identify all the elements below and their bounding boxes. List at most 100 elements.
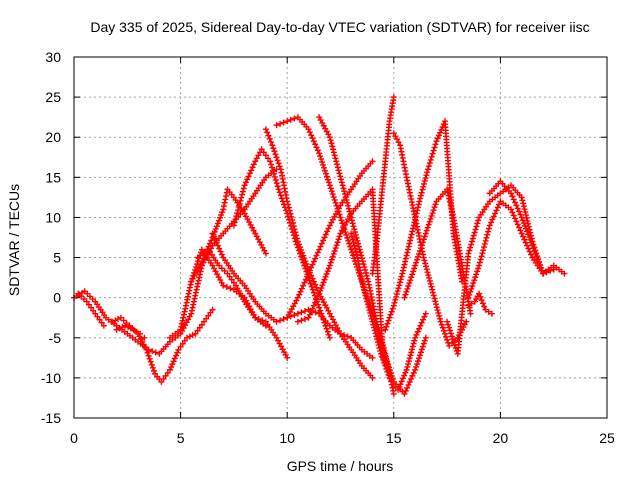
data-point <box>447 327 454 334</box>
data-point <box>318 156 325 163</box>
data-point <box>402 291 409 298</box>
data-point <box>210 233 217 240</box>
data-point <box>338 176 345 183</box>
data-point <box>269 167 276 174</box>
data-point <box>468 285 475 292</box>
data-point <box>444 318 451 325</box>
data-point <box>438 321 445 328</box>
data-point <box>265 155 272 162</box>
y-tick-label: 5 <box>53 250 61 266</box>
data-point <box>370 321 377 328</box>
data-point <box>400 267 407 274</box>
data-point <box>368 315 375 322</box>
data-point <box>536 262 543 269</box>
data-point <box>321 276 328 283</box>
data-point <box>486 222 493 229</box>
data-point <box>514 205 521 212</box>
data-point <box>349 236 356 243</box>
data-point <box>366 307 373 314</box>
data-point <box>238 194 245 201</box>
data-point <box>533 253 540 260</box>
data-point <box>162 372 169 379</box>
data-point <box>83 298 90 305</box>
data-point <box>143 346 150 353</box>
data-point <box>173 352 180 359</box>
data-point <box>321 167 328 174</box>
data-point <box>220 206 227 213</box>
data-point <box>496 201 503 208</box>
data-point <box>415 250 422 257</box>
data-point <box>476 259 483 266</box>
data-point <box>466 291 473 298</box>
data-point <box>429 210 436 217</box>
data-point <box>305 314 312 321</box>
data-point <box>414 256 421 263</box>
data-point <box>437 129 444 136</box>
y-tick-label: 0 <box>53 290 61 306</box>
data-point <box>352 229 359 236</box>
data-point <box>149 364 156 371</box>
data-point <box>133 328 140 335</box>
series-arc-21 <box>465 198 557 301</box>
data-point <box>520 200 527 207</box>
data-point <box>547 267 554 274</box>
data-point <box>416 325 423 332</box>
data-point <box>196 324 203 331</box>
data-point <box>209 230 216 237</box>
data-point <box>398 273 405 280</box>
data-point <box>475 265 482 272</box>
data-point <box>309 135 316 142</box>
data-point <box>319 282 326 289</box>
data-point <box>212 226 219 233</box>
data-point <box>235 207 241 214</box>
data-point <box>522 212 529 219</box>
data-point <box>294 238 301 245</box>
data-point <box>520 233 527 240</box>
data-point <box>262 152 269 159</box>
data-point <box>297 288 304 295</box>
data-point <box>394 288 401 295</box>
data-point <box>432 201 439 208</box>
data-point <box>245 173 252 180</box>
data-point <box>473 223 480 230</box>
data-point <box>317 287 324 294</box>
data-point <box>427 215 434 222</box>
axis-tick-labels: 0 5 10 15 20 25 -15 -10 -5 0 5 10 15 20 25 30 <box>41 49 615 446</box>
data-point <box>353 234 360 241</box>
data-point <box>344 199 351 206</box>
data-point <box>384 368 391 375</box>
data-point <box>307 280 314 287</box>
data-point <box>397 381 404 388</box>
data-point <box>418 189 425 196</box>
data-point <box>312 255 319 262</box>
data-point <box>206 240 213 247</box>
data-point <box>465 294 472 301</box>
data-point <box>509 193 516 200</box>
data-point <box>230 222 237 229</box>
data-point <box>275 160 282 167</box>
data-point <box>534 256 541 263</box>
data-point <box>301 316 308 323</box>
data-point <box>201 318 208 325</box>
data-point <box>317 243 324 250</box>
data-point <box>265 132 272 139</box>
data-point <box>433 301 440 308</box>
data-point <box>426 160 433 167</box>
data-point <box>415 201 422 208</box>
data-point <box>363 295 370 302</box>
data-point <box>433 304 440 311</box>
data-point <box>402 369 409 376</box>
data-point <box>409 271 416 278</box>
data-point <box>296 244 303 251</box>
data-point <box>415 355 422 362</box>
data-point <box>194 327 201 334</box>
data-point <box>415 358 422 365</box>
data-point <box>149 348 156 355</box>
data-point <box>413 363 420 370</box>
data-point <box>517 211 524 218</box>
data-point <box>356 246 363 253</box>
data-point <box>434 135 441 142</box>
data-point <box>217 214 224 221</box>
data-point <box>374 339 381 346</box>
data-point <box>410 268 417 275</box>
